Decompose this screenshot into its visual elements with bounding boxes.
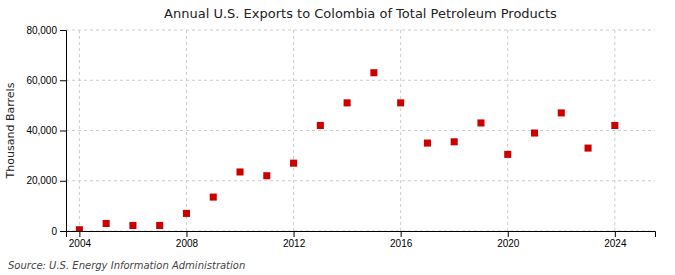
point [397,99,404,106]
source-note: Source: U.S. Energy Information Administ… [8,260,245,271]
point [129,222,136,229]
grid-line [614,30,615,231]
tick-label: 0 [51,226,57,237]
tick-mark [60,80,66,81]
tick-mark [60,131,66,132]
point [263,172,270,179]
tick-label: 2020 [497,238,520,249]
chart: 2004 2008 2012 2016 2020 2024 0 20,000 40,000 60,… [0,0,675,275]
grid [66,30,655,231]
tick: 0 [51,226,66,237]
tick-mark [615,231,616,237]
tick-mark [508,231,509,237]
tick: 2024 [604,231,627,249]
tick-label: 2012 [283,238,306,249]
y-axis-label: Thousand Barrels [4,82,17,179]
tick-mark [186,231,187,237]
grid-line [66,180,655,181]
tick-mark [79,231,80,237]
grid-line [66,80,655,81]
point [477,119,484,126]
point [290,160,297,167]
grid-line [186,30,187,231]
tick-mark [60,181,66,182]
tick: 2004 [69,231,92,249]
point [451,138,458,145]
tick-label: 2016 [390,238,413,249]
point [156,222,163,229]
point [424,140,431,147]
plot: 2004 2008 2012 2016 2020 2024 0 20,000 40,000 60,… [26,25,655,249]
point [317,122,324,129]
tick-label: 2024 [604,238,627,249]
tick: 2020 [497,231,520,249]
grid-line [293,30,294,231]
point [504,151,511,158]
point [103,220,110,227]
tick-label: 60,000 [26,75,57,86]
y-axis: 0 20,000 40,000 60,000 80,000 [26,25,66,237]
point [370,69,377,76]
point [558,109,565,116]
grid-line [66,130,655,131]
tick: 40,000 [26,125,66,136]
tick: 20,000 [26,175,66,186]
tick-label: 40,000 [26,125,57,136]
point [344,99,351,106]
tick-mark [60,30,66,31]
tick: 80,000 [26,25,66,36]
tick-label: 80,000 [26,25,57,36]
point [531,129,538,136]
x-axis: 2004 2008 2012 2016 2020 2024 [67,231,656,249]
point [183,210,190,217]
grid-line [79,30,80,231]
tick-label: 20,000 [26,175,57,186]
points [76,69,619,231]
point [611,122,618,129]
tick: 60,000 [26,75,66,86]
tick-mark [401,231,402,237]
tick-mark [294,231,295,237]
point [236,168,243,175]
tick-label: 2004 [69,238,92,249]
point [76,226,83,231]
tick: 2012 [283,231,306,249]
tick-label: 2008 [176,238,199,249]
point [585,145,592,152]
title: Annual U.S. Exports to Colombia of Total… [164,6,557,21]
grid-line [400,30,401,231]
axis-line [60,31,67,232]
tick: 2008 [176,231,199,249]
grid-line [507,30,508,231]
axis-line [67,232,656,238]
tick: 2016 [390,231,413,249]
grid-line [66,30,655,31]
point [210,194,217,201]
tick-mark [60,231,66,232]
